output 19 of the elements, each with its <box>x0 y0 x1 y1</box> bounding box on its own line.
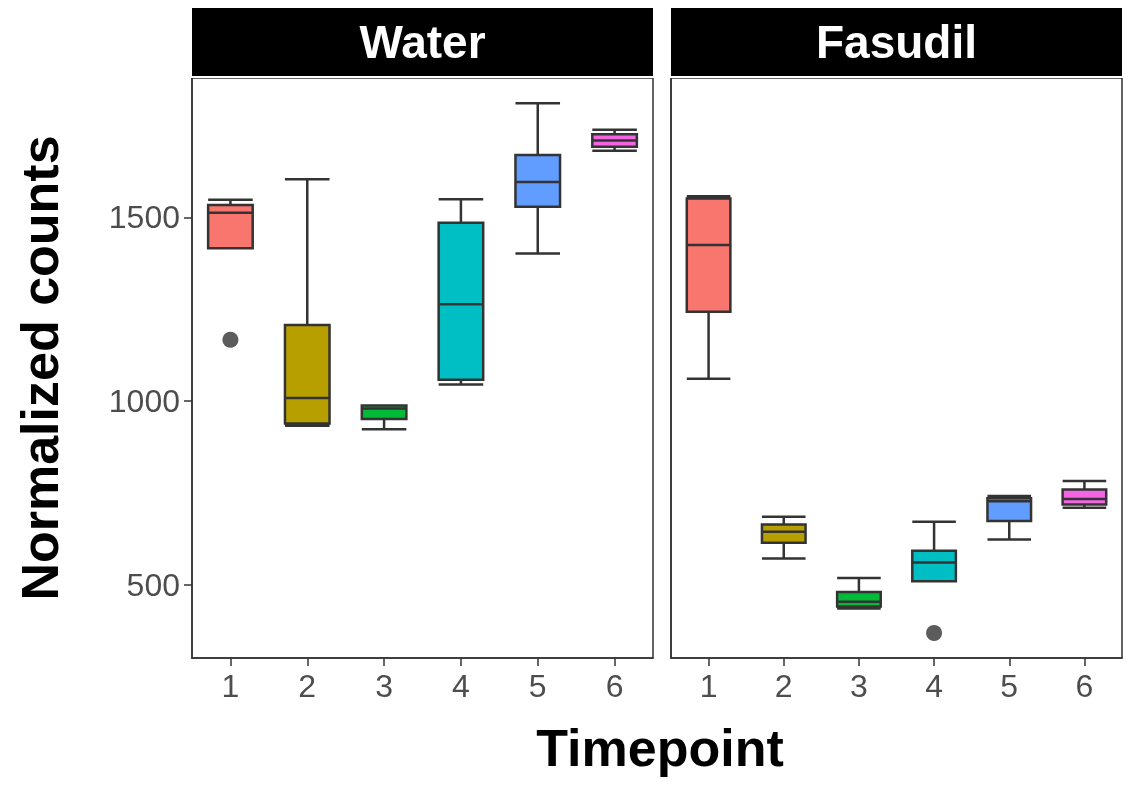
x-tick-label: 3 <box>850 668 868 704</box>
x-tick-label: 1 <box>221 668 240 704</box>
x-tick-label: 5 <box>1000 668 1019 704</box>
y-tick-label: 1000 <box>108 383 180 420</box>
x-axis-title: Timepoint <box>536 718 784 778</box>
y-tick-label: 500 <box>126 566 180 603</box>
y-axis-title: Normalized counts <box>10 135 70 601</box>
x-tick-label: 6 <box>605 668 624 704</box>
x-tick-label: 6 <box>1075 668 1094 704</box>
y-tick-label: 1500 <box>108 199 180 236</box>
chart-title: Water <box>192 8 653 76</box>
x-tick-label: 4 <box>925 668 943 704</box>
chart-title: Fasudil <box>671 8 1122 76</box>
x-tick-label: 2 <box>298 668 317 704</box>
x-tick-label: 1 <box>699 668 718 704</box>
x-tick-label: 2 <box>774 668 793 704</box>
x-tick-label: 5 <box>528 668 547 704</box>
x-tick-label: 4 <box>452 668 470 704</box>
x-tick-label: 3 <box>375 668 393 704</box>
